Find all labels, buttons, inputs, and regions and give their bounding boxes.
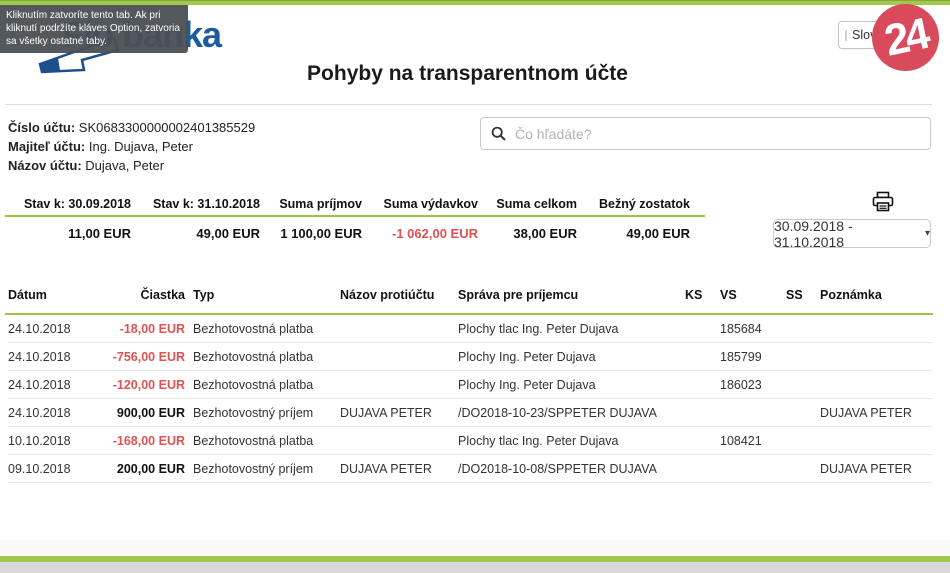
cell-protiucet: DUJAVA PETER: [340, 461, 432, 476]
browser-tab-tooltip: Kliknutím zatvoríte tento tab. Ak pri kl…: [0, 5, 188, 53]
cell-sprava: Plochy tlac Ing. Peter Dujava: [458, 321, 619, 336]
cell-ciastka: 200,00 EUR: [116, 461, 185, 476]
col-header-poznamka: Poznámka: [820, 288, 882, 302]
footer-strip: [0, 540, 950, 556]
col-header-protiucet: Názov protiúčtu: [340, 288, 435, 302]
cell-ciastka: -756,00 EUR: [112, 349, 185, 364]
transactions-table: Dátum Čiastka Typ Názov protiúčtu Správa…: [5, 288, 933, 483]
cell-typ: Bezhotovostný príjem: [193, 405, 314, 420]
summary-col-value: 11,00 EUR: [68, 226, 131, 241]
cell-vs: 186023: [720, 377, 762, 392]
account-number-value: SK0683300000002401385529: [78, 120, 256, 135]
summary-col-value: 49,00 EUR: [626, 226, 690, 241]
cell-datum: 09.10.2018: [8, 461, 71, 476]
cell-sprava: /DO2018-10-23/SPPETER DUJAVA: [458, 405, 657, 420]
footer-accent-bar: [0, 556, 950, 562]
account-owner-label: Majiteľ účtu:: [8, 139, 86, 154]
table-accent-line: [5, 313, 933, 315]
cell-ciastka: -168,00 EUR: [112, 433, 185, 448]
col-header-ciastka: Čiastka: [140, 288, 185, 302]
search-box[interactable]: [480, 117, 931, 150]
cell-ciastka: -120,00 EUR: [112, 377, 185, 392]
account-name-line: Názov účtu: Dujava, Peter: [8, 156, 255, 175]
cell-poznamka: DUJAVA PETER: [820, 461, 912, 476]
summary-col-value: 38,00 EUR: [513, 226, 577, 241]
date-range-label: 30.09.2018 - 31.10.2018: [774, 217, 853, 250]
date-range-selector[interactable]: 30.09.2018 - 31.10.2018 ▾: [773, 217, 931, 250]
printer-icon: [872, 191, 894, 212]
summary-col-label: Suma celkom: [496, 197, 577, 211]
account-owner-value: Ing. Dujava, Peter: [88, 139, 193, 154]
table-row[interactable]: 09.10.2018 200,00 EUR Bezhotovostný príj…: [8, 455, 933, 483]
cell-vs: 185684: [720, 321, 762, 336]
table-row[interactable]: 24.10.2018 -756,00 EUR Bezhotovostná pla…: [8, 343, 933, 371]
cell-ciastka: 900,00 EUR: [116, 405, 185, 420]
summary-col-label: Stav k: 30.09.2018: [23, 197, 131, 211]
search-icon: [491, 126, 506, 141]
cell-typ: Bezhotovostný príjem: [193, 461, 314, 476]
top-accent-bar: [0, 0, 950, 5]
slovak-flag-icon: [845, 29, 847, 41]
col-header-sprava: Správa pre príjemcu: [458, 288, 579, 302]
cell-ciastka: -18,00 EUR: [119, 321, 185, 336]
account-name-label: Názov účtu:: [8, 158, 82, 173]
cell-datum: 24.10.2018: [8, 405, 71, 420]
summary-col-label: Stav k: 31.10.2018: [152, 197, 260, 211]
summary-headers: Stav k: 30.09.2018 Stav k: 31.10.2018 Su…: [0, 197, 690, 211]
chevron-down-icon: ▾: [924, 228, 930, 239]
cell-datum: 24.10.2018: [8, 349, 71, 364]
cell-protiucet: DUJAVA PETER: [340, 405, 432, 420]
account-number-line: Číslo účtu: SK0683300000002401385529: [8, 118, 255, 137]
account-info: Číslo účtu: SK0683300000002401385529 Maj…: [8, 118, 255, 175]
print-button[interactable]: [872, 191, 896, 213]
footer-gray-bar: [0, 562, 950, 573]
cell-sprava: Plochy Ing. Peter Dujava: [458, 349, 596, 364]
cell-sprava: Plochy Ing. Peter Dujava: [458, 377, 596, 392]
cell-typ: Bezhotovostná platba: [193, 433, 314, 448]
summary-col-value: -1 062,00 EUR: [392, 226, 478, 241]
account-name-value: Dujava, Peter: [85, 158, 165, 173]
summary-accent-line: [5, 215, 705, 217]
col-header-datum: Dátum: [8, 288, 47, 302]
table-row[interactable]: 24.10.2018 -18,00 EUR Bezhotovostná plat…: [8, 315, 933, 343]
cell-datum: 24.10.2018: [8, 321, 71, 336]
summary-col-label: Suma príjmov: [279, 197, 362, 211]
summary-col-value: 1 100,00 EUR: [280, 226, 362, 241]
cell-poznamka: DUJAVA PETER: [820, 405, 912, 420]
cell-typ: Bezhotovostná platba: [193, 377, 314, 392]
table-row[interactable]: 24.10.2018 -120,00 EUR Bezhotovostná pla…: [8, 371, 933, 399]
col-header-ks: KS: [685, 288, 703, 302]
transactions-table-header: Dátum Čiastka Typ Názov protiúčtu Správa…: [8, 288, 933, 313]
account-owner-line: Majiteľ účtu: Ing. Dujava, Peter: [8, 137, 255, 156]
search-input[interactable]: [515, 125, 920, 142]
col-header-vs: VS: [720, 288, 737, 302]
cell-vs: 185799: [720, 349, 762, 364]
table-row[interactable]: 10.10.2018 -168,00 EUR Bezhotovostná pla…: [8, 427, 933, 455]
summary-col-label: Suma výdavkov: [383, 197, 479, 211]
cell-datum: 10.10.2018: [8, 433, 71, 448]
col-header-ss: SS: [786, 288, 803, 302]
page-title: Pohyby na transparentnom účte: [307, 62, 628, 85]
badge-label: 24: [880, 8, 931, 66]
col-header-typ: Typ: [193, 288, 215, 302]
summary-values: 11,00 EUR 49,00 EUR 1 100,00 EUR -1 062,…: [0, 226, 690, 241]
account-number-label: Číslo účtu:: [8, 120, 76, 135]
cell-datum: 24.10.2018: [8, 377, 71, 392]
cell-typ: Bezhotovostná platba: [193, 321, 314, 336]
header-divider: [5, 104, 932, 105]
cell-sprava: Plochy tlac Ing. Peter Dujava: [458, 433, 619, 448]
cell-typ: Bezhotovostná platba: [193, 349, 314, 364]
summary-col-value: 49,00 EUR: [196, 226, 260, 241]
cell-vs: 108421: [720, 433, 762, 448]
cell-sprava: /DO2018-10-08/SPPETER DUJAVA: [458, 461, 657, 476]
table-row[interactable]: 24.10.2018 900,00 EUR Bezhotovostný príj…: [8, 399, 933, 427]
summary-col-label: Bežný zostatok: [599, 197, 690, 211]
news24-watermark-badge: 24: [872, 4, 939, 71]
